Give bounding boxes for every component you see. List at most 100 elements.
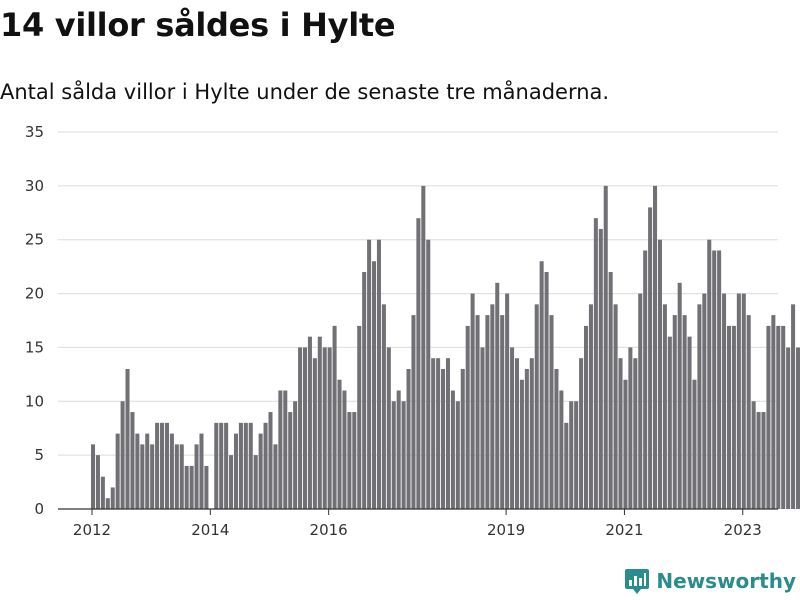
y-tick-label: 25 — [25, 231, 44, 249]
bar — [613, 304, 618, 509]
bar — [248, 422, 253, 509]
bar — [623, 379, 628, 509]
bar — [327, 347, 332, 509]
bar — [357, 325, 362, 509]
bar — [406, 368, 411, 509]
bar — [490, 304, 495, 509]
bar — [362, 272, 367, 509]
bar — [372, 261, 377, 509]
bar — [115, 433, 120, 509]
bar — [736, 293, 741, 509]
bar — [470, 293, 475, 509]
bar — [268, 412, 273, 509]
bar — [288, 412, 293, 509]
bar — [386, 347, 391, 509]
y-tick-label: 15 — [25, 338, 44, 356]
bar — [347, 412, 352, 509]
bar — [564, 422, 569, 509]
bar — [574, 401, 579, 509]
bar — [741, 293, 746, 509]
bar — [628, 347, 633, 509]
brand-name: Newsworthy — [656, 569, 796, 593]
bar — [682, 315, 687, 509]
bar — [342, 390, 347, 509]
bar — [150, 444, 155, 509]
bar — [593, 218, 598, 509]
x-tick-label: 2019 — [487, 521, 525, 539]
bar — [455, 401, 460, 509]
bar — [559, 390, 564, 509]
bar — [445, 358, 450, 509]
bar — [717, 250, 722, 509]
bar — [702, 293, 707, 509]
bar — [579, 358, 584, 509]
bar — [160, 422, 165, 509]
bar — [273, 444, 278, 509]
bar — [667, 336, 672, 509]
bar — [687, 336, 692, 509]
bar — [381, 304, 386, 509]
x-tick-label: 2016 — [310, 521, 348, 539]
bar — [569, 401, 574, 509]
bar — [756, 412, 761, 509]
bar — [145, 433, 150, 509]
chart-title: 14 villor såldes i Hylte — [0, 6, 396, 44]
bar — [307, 336, 312, 509]
bar — [653, 185, 658, 509]
y-tick-label: 10 — [25, 392, 44, 410]
bar — [524, 368, 529, 509]
bar — [450, 390, 455, 509]
bar — [549, 315, 554, 509]
bar — [174, 444, 179, 509]
x-tick-label: 2023 — [724, 521, 762, 539]
bar — [707, 239, 712, 509]
bar — [648, 207, 653, 509]
bar — [199, 433, 204, 509]
bar — [643, 250, 648, 509]
bar — [130, 412, 135, 509]
bar — [534, 304, 539, 509]
bar — [120, 401, 125, 509]
chart-logo-icon — [625, 569, 650, 594]
bar — [431, 358, 436, 509]
y-tick-label: 5 — [34, 446, 44, 464]
bar — [672, 315, 677, 509]
bar — [189, 465, 194, 509]
bar — [761, 412, 766, 509]
bar — [278, 390, 283, 509]
bar — [510, 347, 515, 509]
bar — [544, 272, 549, 509]
x-tick-label: 2012 — [73, 521, 111, 539]
bar — [460, 368, 465, 509]
bar — [214, 422, 219, 509]
bar — [712, 250, 717, 509]
bar — [726, 325, 731, 509]
bar — [480, 347, 485, 509]
bar — [500, 315, 505, 509]
bar — [603, 185, 608, 509]
newsworthy-logo: Newsworthy — [624, 568, 796, 594]
bar — [312, 358, 317, 509]
bar — [441, 368, 446, 509]
bar — [519, 379, 524, 509]
bar — [164, 422, 169, 509]
bar — [233, 433, 238, 509]
bar — [238, 422, 243, 509]
bar — [204, 465, 209, 509]
bar — [317, 336, 322, 509]
bar — [263, 422, 268, 509]
bar — [352, 412, 357, 509]
bar — [298, 347, 303, 509]
bar — [795, 347, 800, 509]
bar — [436, 358, 441, 509]
x-tick-label: 2014 — [191, 521, 229, 539]
bar — [697, 304, 702, 509]
bar — [283, 390, 288, 509]
bar — [633, 358, 638, 509]
bar — [662, 304, 667, 509]
bar — [608, 272, 613, 509]
bar — [791, 304, 796, 509]
x-tick-label: 2021 — [605, 521, 643, 539]
bar — [677, 282, 682, 509]
chart-subtitle: Antal sålda villor i Hylte under de sena… — [0, 80, 610, 104]
